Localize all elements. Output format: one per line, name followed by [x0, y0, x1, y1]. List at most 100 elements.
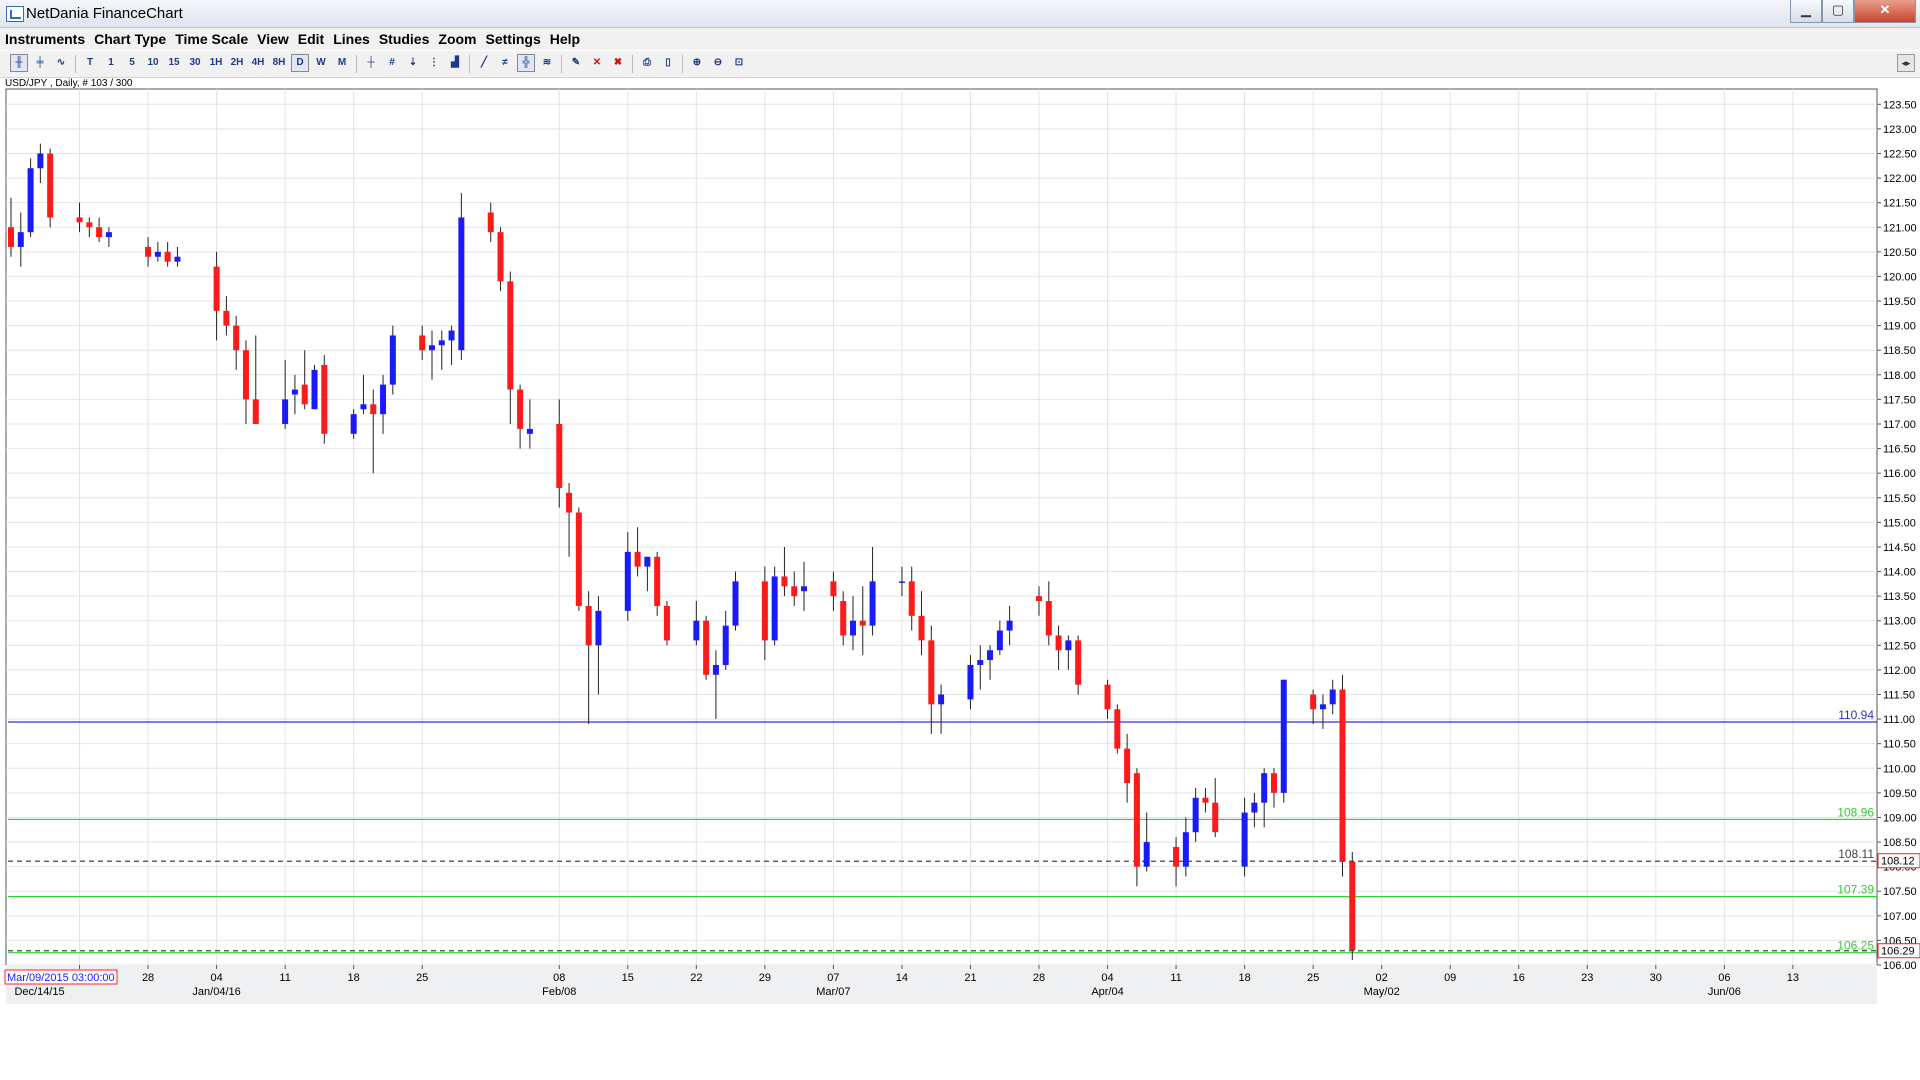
menu-lines[interactable]: Lines — [333, 31, 370, 47]
tick-scale-button[interactable]: T — [86, 57, 94, 68]
candle-body — [301, 384, 308, 405]
scale-4h-button[interactable]: 4H — [251, 57, 265, 68]
channel-icon[interactable]: ≠ — [502, 57, 508, 68]
zoom-out-icon[interactable]: ⊖ — [713, 57, 723, 68]
studies-icon[interactable]: ⋮ — [429, 57, 439, 68]
line-chart-icon[interactable]: ∿ — [56, 57, 66, 68]
toolbar-expand-button[interactable]: ◂▸ — [1897, 54, 1915, 72]
y-tick-label: 116.00 — [1883, 468, 1916, 480]
menu-chart-type[interactable]: Chart Type — [94, 31, 167, 47]
candle-body — [458, 217, 465, 351]
x-tick-label: 28 — [142, 972, 154, 984]
candle-body — [428, 345, 435, 351]
candle-body — [1182, 832, 1189, 867]
candle-body — [732, 581, 739, 626]
bar-chart-icon[interactable]: ╪ — [36, 57, 44, 68]
x-tick-label: 14 — [896, 972, 908, 984]
x-tick-label: 18 — [348, 972, 360, 984]
y-tick-label: 107.00 — [1883, 911, 1917, 923]
candle-body — [938, 694, 945, 705]
menu-edit[interactable]: Edit — [297, 31, 325, 47]
pin-icon[interactable]: ✎ — [571, 57, 581, 68]
volume-icon[interactable]: ▟ — [451, 57, 459, 68]
arc-icon[interactable]: ≋ — [542, 57, 552, 68]
toolbar-separator — [561, 55, 562, 73]
scale-15min-button[interactable]: 15 — [168, 57, 180, 68]
candle-body — [76, 217, 83, 223]
x-tick-label: 25 — [416, 972, 428, 984]
print-icon[interactable]: ⎙ — [643, 57, 651, 68]
scale-5min-button[interactable]: 5 — [129, 57, 135, 68]
candle-body — [497, 232, 504, 282]
horizontal-line-label: 108.11 — [1838, 847, 1874, 861]
toolbar-separator — [632, 55, 633, 73]
candle-body — [1202, 797, 1209, 803]
scale-monthly-button[interactable]: M — [337, 57, 347, 68]
y-tick-label: 122.00 — [1883, 173, 1917, 185]
x-tick-label: 30 — [1650, 972, 1662, 984]
x-tick-label: 07 — [827, 972, 839, 984]
candle-body — [370, 404, 377, 415]
grid-icon[interactable]: # — [389, 57, 395, 68]
fibonacci-icon[interactable]: ╬ — [517, 54, 535, 72]
candle-body — [164, 251, 171, 262]
menu-view[interactable]: View — [257, 31, 289, 47]
candle-body — [1065, 640, 1072, 651]
menu-zoom[interactable]: Zoom — [438, 31, 477, 47]
x-tick-label: 15 — [622, 972, 634, 984]
x-tick-label: 29 — [759, 972, 771, 984]
scale-daily-button[interactable]: D — [291, 54, 309, 72]
scale-1min-button[interactable]: 1 — [108, 57, 114, 68]
menu-studies[interactable]: Studies — [378, 31, 430, 47]
delete-all-icon[interactable]: ✖ — [613, 57, 623, 68]
candle-body — [86, 222, 93, 228]
maximize-button[interactable]: ▢ — [1822, 0, 1854, 23]
candlestick-chart-icon[interactable]: ╫ — [10, 54, 28, 72]
candle-body — [105, 232, 112, 238]
minimize-button[interactable]: ▁ — [1790, 0, 1822, 23]
crosshair-time-box — [4, 969, 118, 985]
candle-body — [898, 581, 905, 583]
scale-1h-button[interactable]: 1H — [209, 57, 223, 68]
zoom-in-icon[interactable]: ⊕ — [692, 57, 702, 68]
menu-time-scale[interactable]: Time Scale — [175, 31, 249, 47]
candle-body — [722, 625, 729, 665]
candle-body — [585, 605, 592, 646]
menu-help[interactable]: Help — [549, 31, 581, 47]
price-tag-label: 106.29 — [1881, 946, 1915, 958]
print-preview-icon[interactable]: ▯ — [665, 57, 671, 68]
candle-body — [830, 581, 837, 597]
close-button[interactable]: ✕ — [1854, 0, 1916, 23]
scale-weekly-button[interactable]: W — [316, 57, 326, 68]
scale-30min-button[interactable]: 30 — [189, 57, 201, 68]
candle-body — [654, 556, 661, 606]
crosshair-icon[interactable]: ┼ — [367, 57, 375, 68]
trendline-icon[interactable]: ╱ — [480, 57, 488, 68]
candle-body — [419, 335, 426, 351]
menu-instruments[interactable]: Instruments — [5, 31, 86, 47]
y-tick-label: 112.50 — [1883, 640, 1916, 652]
candle-body — [987, 650, 994, 661]
candle-body — [1280, 679, 1287, 793]
menu-settings[interactable]: Settings — [485, 31, 541, 47]
scale-8h-button[interactable]: 8H — [272, 57, 286, 68]
menu-bar: Instruments Chart Type Time Scale View Edit L… — [0, 28, 1920, 50]
x-tick-label: 02 — [1376, 972, 1388, 984]
y-tick-label: 109.00 — [1883, 812, 1917, 824]
scale-2h-button[interactable]: 2H — [230, 57, 244, 68]
scale-10min-button[interactable]: 10 — [147, 57, 159, 68]
pointer-icon[interactable]: ⇣ — [408, 57, 418, 68]
x-tick-label: 04 — [210, 972, 222, 984]
candle-body — [350, 414, 357, 434]
y-tick-label: 119.50 — [1883, 296, 1916, 308]
candle-body — [791, 586, 798, 597]
candle-body — [663, 605, 670, 641]
zoom-reset-icon[interactable]: ⊡ — [734, 57, 744, 68]
candle-body — [1319, 704, 1326, 710]
candle-body — [213, 266, 220, 311]
candle-body — [781, 576, 788, 587]
candle-body — [644, 556, 651, 567]
delete-icon[interactable]: ✕ — [592, 57, 602, 68]
x-tick-label: 09 — [1444, 972, 1456, 984]
